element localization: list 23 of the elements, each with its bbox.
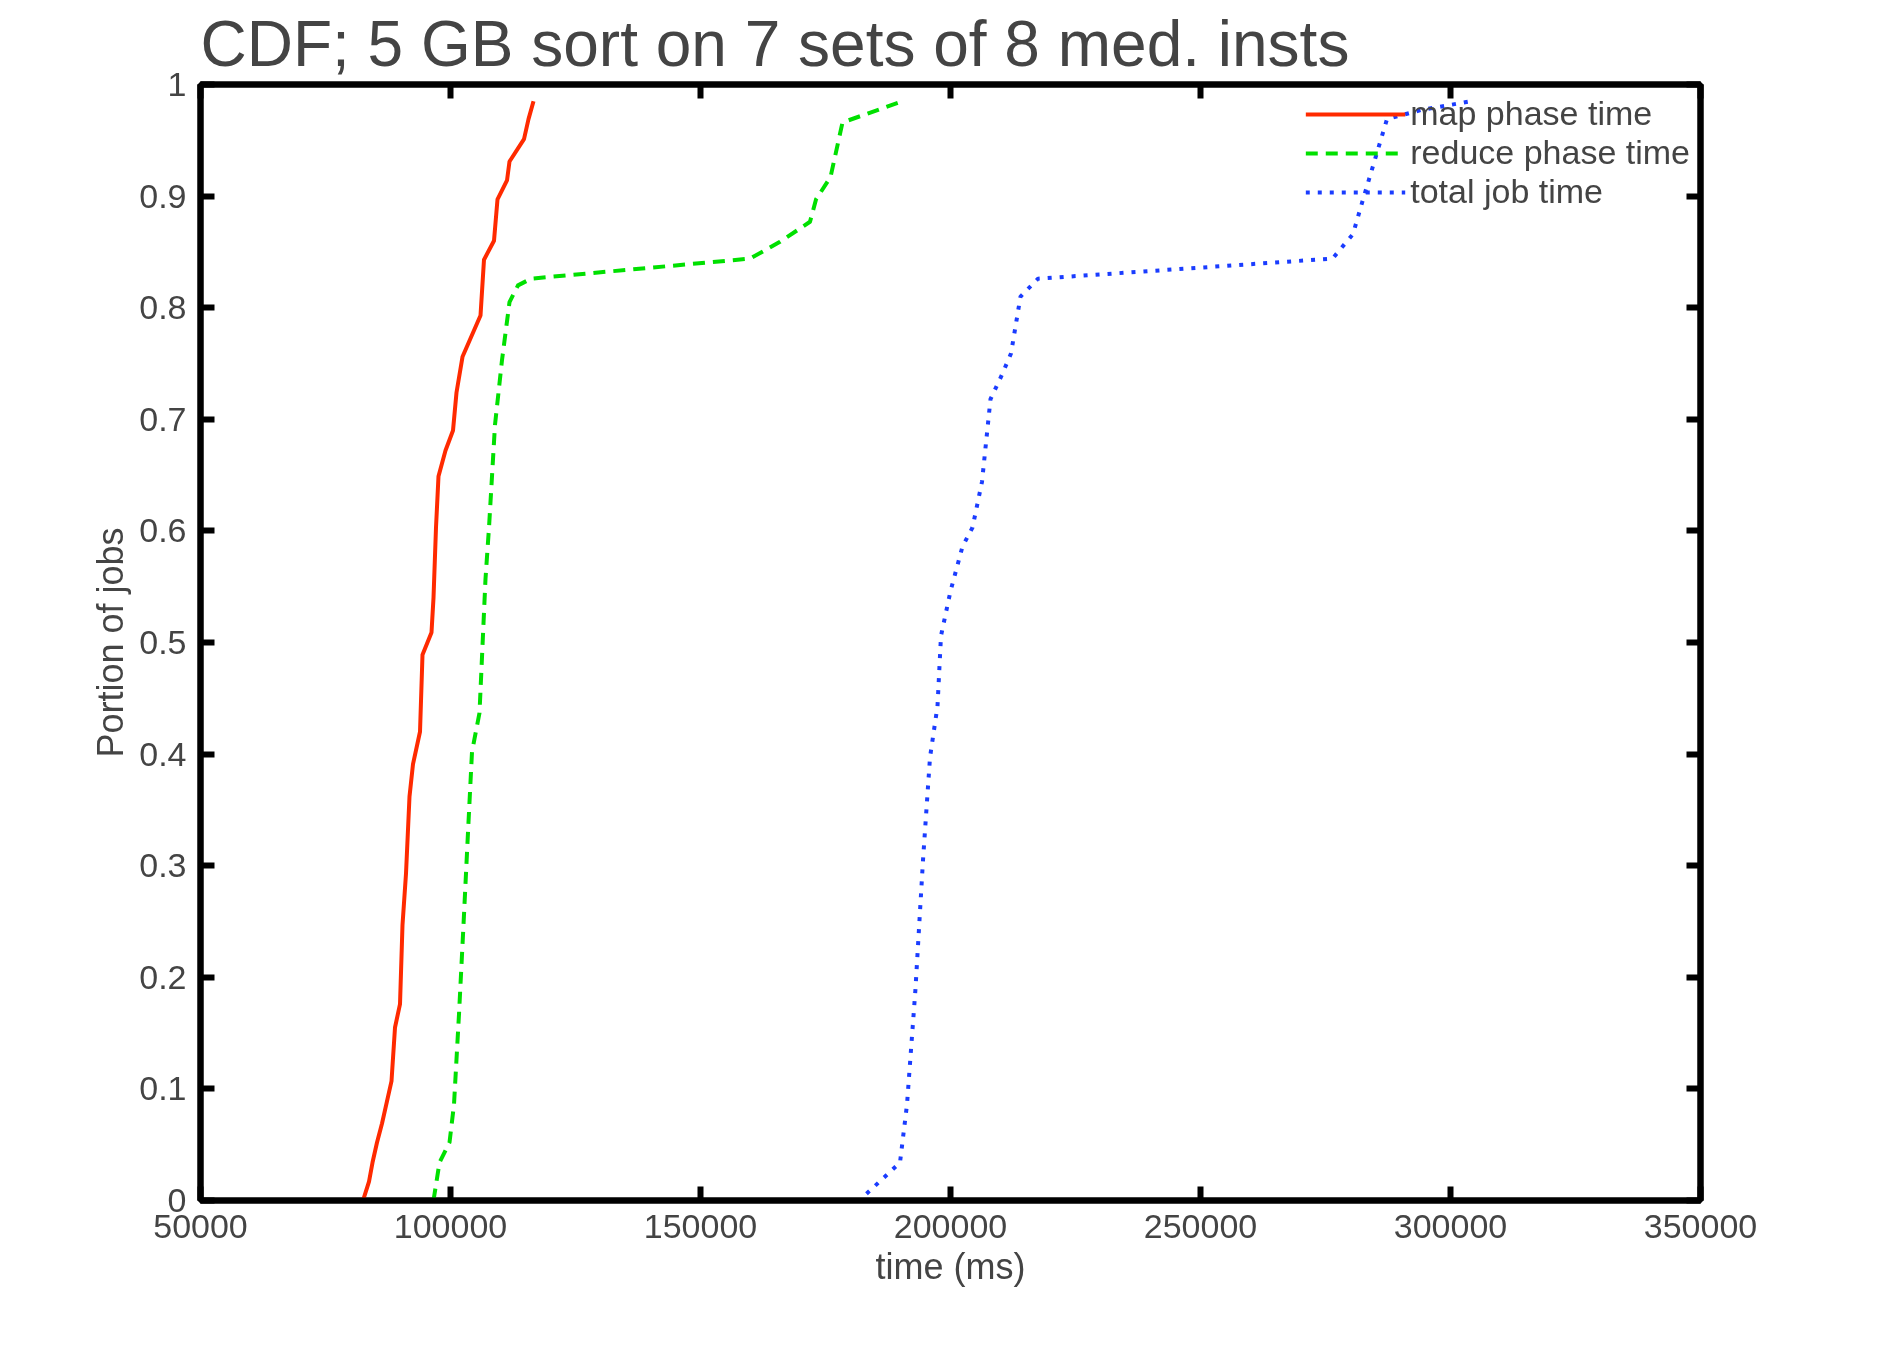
y-tick-label: 0.1 [139,1069,187,1108]
x-tick-label: 200000 [893,1206,1008,1245]
x-tick-label: 100000 [393,1206,508,1245]
x-tick-label: 250000 [1143,1206,1258,1245]
y-tick-label: 0.9 [139,176,187,215]
y-tick-label: 0.6 [139,511,187,550]
y-tick-label: 0.8 [139,288,187,327]
x-tick-label: 150000 [643,1206,758,1245]
chart-title: CDF; 5 GB sort on 7 sets of 8 med. insts [200,7,1350,80]
legend-label: total job time [1410,172,1604,211]
y-tick-label: 0.4 [139,734,187,773]
x-tick-label: 350000 [1643,1206,1758,1245]
legend-label: reduce phase time [1410,133,1690,172]
y-tick-label: 1 [167,65,187,103]
y-tick-label: 0.3 [139,846,187,885]
x-tick-label: 300000 [1393,1206,1508,1245]
y-axis-title: Portion of jobs [90,527,132,758]
y-tick-label: 0.7 [139,399,187,438]
line-series [361,99,536,1201]
legend-label: map phase time [1410,94,1653,133]
y-tick-label: 0.2 [139,957,187,996]
y-tick-label: 0.5 [139,623,187,661]
x-axis-title: time (ms) [875,1245,1026,1287]
